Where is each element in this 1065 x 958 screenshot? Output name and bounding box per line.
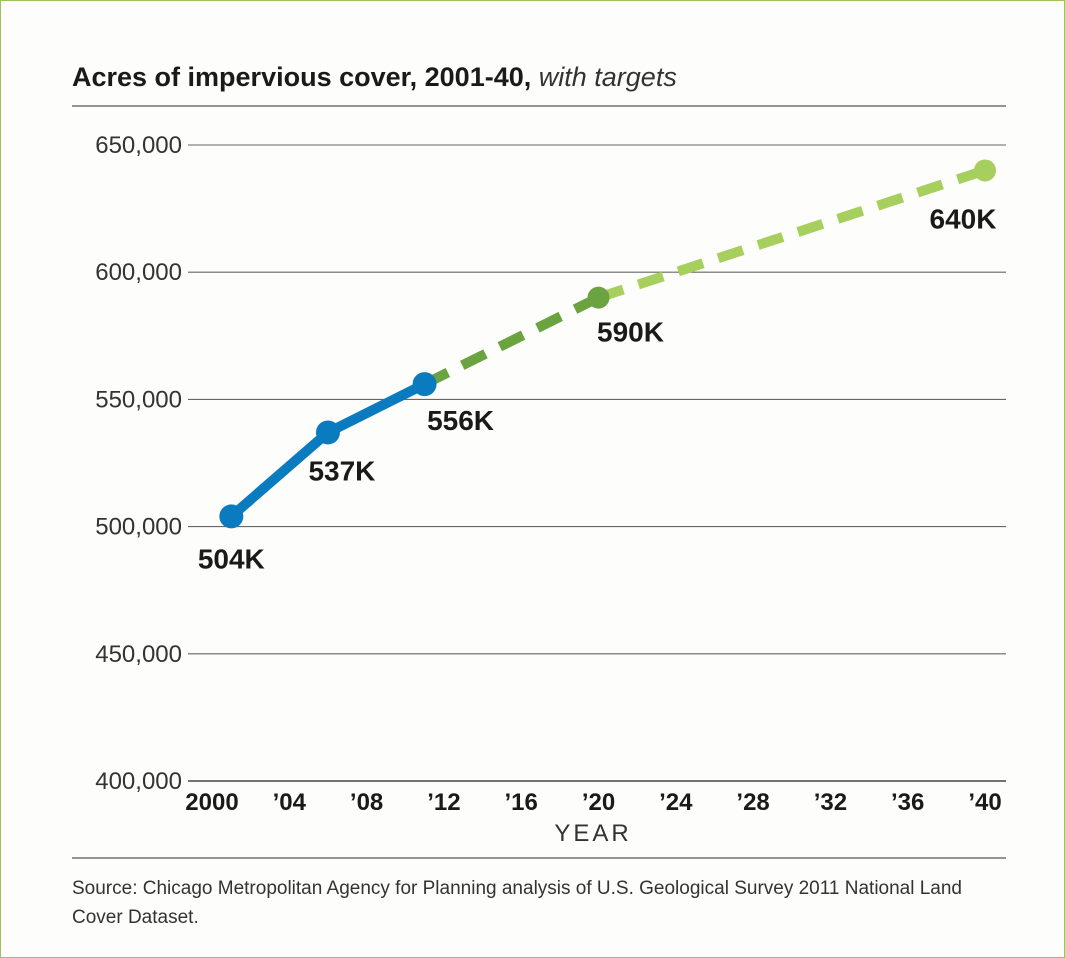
x-axis-label: YEAR bbox=[554, 820, 631, 847]
data-label: 590K bbox=[597, 317, 664, 348]
data-points bbox=[219, 159, 996, 529]
data-label: 537K bbox=[308, 455, 375, 486]
y-tick-label: 450,000 bbox=[95, 641, 182, 668]
chart-title: Acres of impervious cover, 2001-40, with… bbox=[72, 62, 677, 93]
y-tick-label: 550,000 bbox=[95, 386, 182, 413]
data-point bbox=[315, 420, 340, 445]
x-axis-tick-labels: 2000 ’04 ’08 ’12 ’16 ’20 ’24 ’28 ’32 ’36 ’40 bbox=[185, 789, 1001, 816]
x-tick-label: ’36 bbox=[891, 789, 924, 816]
x-tick-label: ’28 bbox=[736, 789, 769, 816]
y-tick-label: 600,000 bbox=[95, 259, 182, 286]
x-tick-label: ’24 bbox=[659, 789, 693, 816]
data-labels: 504K 537K 556K 590K 640K bbox=[198, 203, 997, 574]
y-tick-label: 500,000 bbox=[95, 514, 182, 541]
data-point bbox=[412, 372, 437, 397]
y-axis-tick-labels: 400,000 450,000 500,000 550,000 600,000 650,0… bbox=[95, 132, 182, 795]
data-point bbox=[587, 286, 610, 309]
series-line-dashed bbox=[596, 165, 987, 303]
y-tick-label: 650,000 bbox=[95, 132, 182, 159]
x-tick-label: ’12 bbox=[427, 789, 460, 816]
data-label: 556K bbox=[427, 405, 494, 436]
x-tick-label: ’04 bbox=[273, 789, 307, 816]
data-label: 640K bbox=[930, 203, 997, 234]
chart-title-subtitle: with targets bbox=[538, 62, 677, 92]
x-tick-label: 2000 bbox=[185, 789, 238, 816]
chart-title-main: Acres of impervious cover, 2001-40, bbox=[72, 62, 532, 92]
x-tick-label: ’40 bbox=[968, 789, 1001, 816]
x-tick-label: ’08 bbox=[350, 789, 383, 816]
source-note: Source: Chicago Metropolitan Agency for … bbox=[72, 878, 963, 928]
x-tick-label: ’16 bbox=[505, 789, 538, 816]
grid-lines bbox=[188, 144, 1006, 782]
data-point bbox=[219, 504, 244, 529]
x-tick-label: ’32 bbox=[814, 789, 847, 816]
y-tick-label: 400,000 bbox=[95, 768, 182, 795]
data-label: 504K bbox=[198, 543, 265, 574]
series-line-solid bbox=[226, 379, 430, 522]
x-tick-label: ’20 bbox=[582, 789, 615, 816]
series-line-dashed bbox=[422, 293, 601, 389]
data-point bbox=[974, 159, 996, 182]
